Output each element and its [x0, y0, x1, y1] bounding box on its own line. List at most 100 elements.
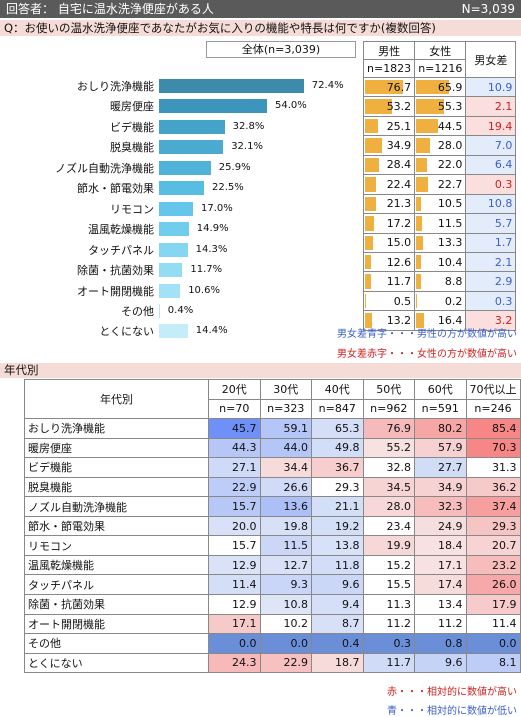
respondent-label: 回答者： 自宅に温水洗浄便座がある人	[6, 2, 214, 16]
bar-category-label: 暖房便座	[110, 100, 154, 114]
age-value: 11.5	[259, 535, 312, 556]
bar	[159, 181, 204, 196]
male-value: 11.7	[362, 271, 416, 292]
age-value: 34.4	[259, 457, 312, 478]
diff-value: 2.9	[465, 271, 517, 292]
question-text: Q：お使いの温水洗浄便座であなたがお気に入りの機能や特長は何ですか(複数回答)	[0, 20, 521, 36]
age-column-n: n=591	[414, 398, 467, 420]
age-value: 9.6	[414, 652, 467, 674]
age-value: 23.4	[362, 515, 415, 537]
male-value: 34.9	[362, 135, 416, 156]
bar	[159, 263, 183, 278]
age-value: 44.0	[259, 437, 312, 459]
age-value: 17.4	[414, 574, 467, 596]
age-value: 11.2	[362, 613, 415, 635]
diff-value: 0.3	[465, 290, 517, 312]
total-n: N=3,039	[461, 2, 515, 16]
male-value: 25.1	[362, 115, 416, 137]
gender-row: 22.4 22.7 0.3	[362, 174, 517, 195]
age-column-header: 60代	[414, 379, 467, 400]
bar-value-label: 10.6%	[188, 284, 220, 296]
age-row: 節水・節電効果 20.0 19.8 19.2 23.4 24.9 29.3	[24, 515, 521, 537]
age-value: 12.7	[259, 554, 312, 576]
age-value: 17.1	[208, 613, 261, 635]
bar	[159, 79, 304, 93]
age-value: 24.3	[208, 652, 261, 674]
diff-value: 0.3	[465, 174, 517, 195]
male-value: 21.3	[362, 193, 416, 215]
male-value: 12.6	[362, 251, 416, 273]
bar-value-label: 14.3%	[195, 243, 228, 255]
bar-category-label: 温風乾燥機能	[88, 223, 154, 237]
gender-row: 21.3 10.5 10.8	[362, 193, 517, 215]
age-row-label: ビデ機能	[24, 457, 209, 478]
bar	[159, 201, 193, 216]
age-value: 8.1	[465, 652, 521, 674]
gender-row: 11.7 8.8 2.9	[362, 271, 517, 292]
age-value: 10.2	[259, 613, 312, 635]
age-value: 10.8	[259, 594, 312, 615]
age-value: 34.5	[362, 476, 415, 498]
age-value: 15.7	[208, 535, 261, 556]
age-value: 0.3	[362, 633, 415, 654]
age-value: 17.9	[465, 594, 521, 615]
age-value: 8.7	[311, 613, 364, 635]
age-value: 31.3	[465, 457, 521, 478]
age-value: 11.4	[208, 574, 261, 596]
age-row-label: 節水・節電効果	[24, 515, 209, 537]
bar-value-label: 72.4%	[311, 80, 344, 91]
age-column-header: 50代	[362, 379, 415, 400]
age-value: 44.3	[208, 437, 261, 459]
male-value: 22.4	[362, 174, 416, 195]
female-value: 22.7	[414, 174, 467, 195]
bar-value-label: 14.9%	[196, 223, 229, 235]
age-value: 34.9	[414, 476, 467, 498]
age-note-blue: 青・・・相対的に数値が低い	[387, 706, 517, 717]
diff-value: 5.7	[465, 213, 517, 234]
age-value: 29.3	[311, 476, 364, 498]
age-value: 9.4	[311, 594, 364, 615]
age-value: 85.4	[465, 418, 521, 439]
age-value: 9.3	[259, 574, 312, 596]
age-value: 21.1	[311, 496, 364, 517]
note-red: 男女差赤字・・・女性の方が数値が高い	[337, 349, 517, 360]
female-value: 65.9	[414, 76, 467, 98]
female-value: 8.8	[414, 271, 467, 292]
age-value: 0.4	[311, 633, 364, 654]
gender-row: 15.0 13.3 1.7	[362, 232, 517, 253]
age-row-label: 暖房便座	[24, 437, 209, 459]
age-value: 9.6	[311, 574, 364, 596]
age-value: 13.4	[414, 594, 467, 615]
age-value: 26.0	[465, 574, 521, 596]
age-value: 15.2	[362, 554, 415, 576]
age-value: 15.7	[208, 496, 261, 517]
age-value: 22.9	[208, 476, 261, 498]
bar-value-label: 25.9%	[218, 161, 251, 173]
male-value: 28.4	[362, 154, 416, 176]
age-value: 15.5	[362, 574, 415, 596]
age-row-label: タッチパネル	[24, 574, 209, 596]
female-value: 55.3	[414, 96, 467, 117]
age-value: 36.2	[465, 476, 521, 498]
bar	[159, 303, 160, 318]
age-value: 0.0	[259, 633, 312, 654]
age-value: 19.8	[259, 515, 312, 537]
bar	[159, 160, 211, 175]
age-note-red: 赤・・・相対的に数値が高い	[387, 687, 517, 698]
female-n: n=1216	[414, 59, 467, 78]
age-value: 29.3	[465, 515, 521, 537]
age-value: 13.6	[259, 496, 312, 517]
age-value: 13.8	[311, 535, 364, 556]
age-section-title: 年代別	[0, 363, 521, 378]
bar-category-label: 脱臭機能	[110, 141, 154, 155]
age-value: 20.7	[465, 535, 521, 556]
bar	[159, 140, 224, 155]
age-column-n: n=847	[311, 398, 364, 420]
age-row-label: その他	[24, 633, 209, 654]
age-value: 0.8	[414, 633, 467, 654]
gender-row: 17.2 11.5 5.7	[362, 213, 517, 234]
female-value: 44.5	[414, 115, 467, 137]
age-value: 0.0	[465, 633, 521, 654]
bar-value-label: 17.0%	[201, 202, 233, 214]
bar	[159, 222, 189, 237]
